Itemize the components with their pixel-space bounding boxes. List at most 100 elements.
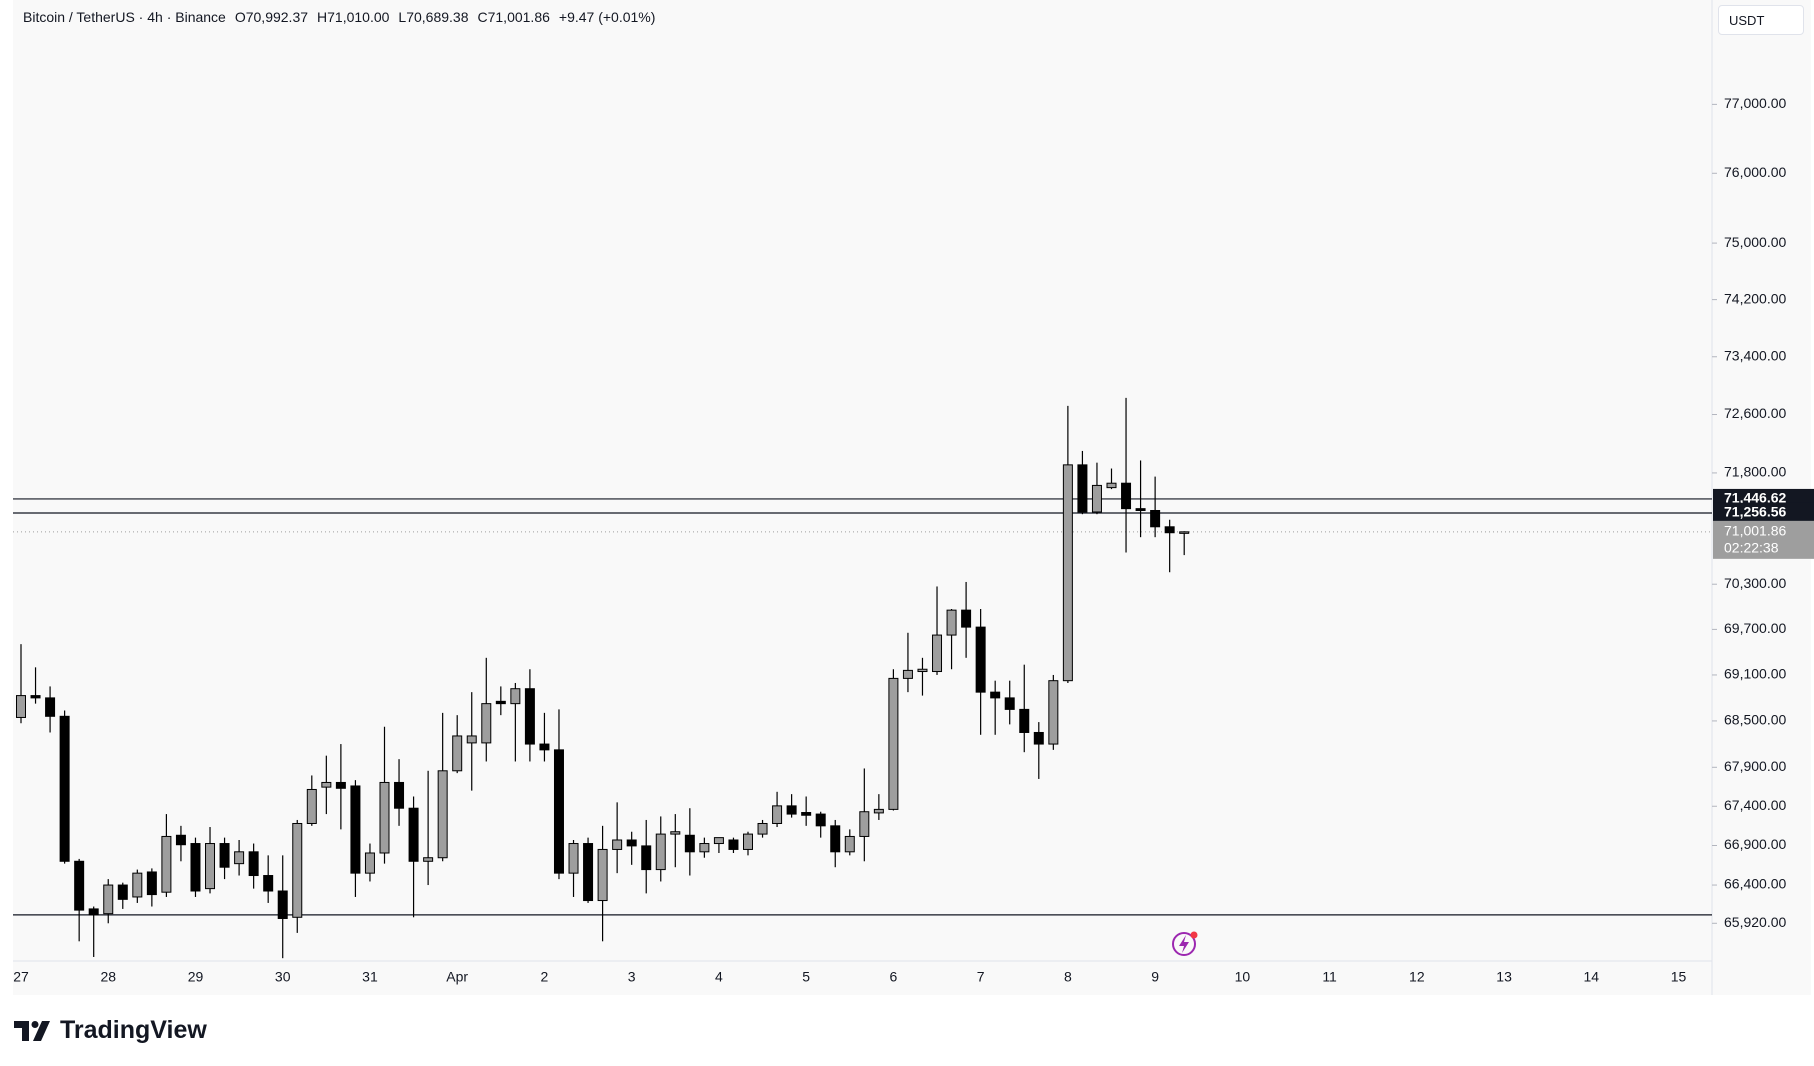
candle-body [117,884,128,900]
alert-icon [1172,931,1198,956]
candle-body [335,781,346,789]
candle-body [1019,708,1030,733]
candle-body [961,609,972,628]
candle-body [873,808,884,814]
candle-body [1033,731,1044,745]
candle-body [481,703,492,744]
candle-body [408,807,419,862]
y-tick-label: 77,000.00 [1724,95,1786,111]
x-tick-label: 30 [275,969,291,985]
candle-body [306,788,317,824]
candle-body [1091,484,1102,513]
candle-body [888,677,899,810]
candle-body [1179,531,1190,534]
y-tick-label: 68,500.00 [1724,712,1786,728]
candle-body [350,785,361,874]
x-tick-label: 3 [628,969,636,985]
candle-body [161,835,172,893]
y-tick-label: 67,400.00 [1724,797,1786,813]
candle-body [786,805,797,815]
x-tick-label: 11 [1322,969,1337,985]
ohlc-change: +9.47 (+0.01%) [558,9,656,25]
x-tick-label: 27 [13,969,29,985]
candle-body [670,831,681,835]
y-tick-label: 70,300.00 [1724,575,1786,591]
candle-body [175,834,186,846]
candle-body [757,822,768,835]
chart-bg [13,0,1811,995]
candle-body [612,839,623,850]
currency-button[interactable]: USDT [1718,5,1804,35]
price-label-box [1713,502,1814,523]
candle-body [16,695,26,718]
candle-body [146,871,157,896]
symbol[interactable]: Bitcoin / TetherUS · 4h · Binance [23,9,226,25]
candle-body [234,851,245,865]
ohlc-close: C71,001.86 [477,9,550,25]
x-tick-label: 31 [362,969,378,985]
x-tick-label: 2 [541,969,549,985]
logo-icon [14,1020,50,1041]
y-tick-label: 72,600.00 [1724,405,1786,421]
candle-body [263,875,274,892]
ohlc-low: L70,689.38 [398,9,469,25]
candle-body [684,834,695,853]
candle-body [801,812,812,816]
candle-body [1004,697,1015,710]
candle-body [830,825,841,853]
x-tick-label: 4 [715,969,723,985]
candle-body [844,835,855,853]
candle-body [902,669,913,679]
x-tick-label: 13 [1496,969,1512,985]
candle-body [728,839,739,850]
candle-body [743,833,753,850]
candle-body [30,695,41,699]
candle-body [205,843,216,890]
candle-body [859,811,870,837]
y-tick-label: 75,000.00 [1724,234,1786,250]
y-tick-label: 67,900.00 [1724,758,1786,774]
candle-body [59,715,70,862]
brand: TradingView [60,1016,207,1044]
x-tick-label: 8 [1064,969,1072,985]
candle-body [132,872,143,898]
candle-body [641,845,652,871]
y-tick-label: 71,800.00 [1724,464,1786,480]
candle-body [248,851,259,877]
last-price-label: 71,001.86 [1724,523,1786,539]
y-tick-label: 69,100.00 [1724,666,1786,682]
candle-body [946,609,957,636]
x-tick-label: 10 [1235,969,1251,985]
candle-body [699,843,710,853]
candle-body [466,735,477,744]
x-tick-label: 12 [1409,969,1425,985]
y-tick-label: 69,700.00 [1724,620,1786,636]
candle-body [917,668,928,673]
candle-body [990,691,1001,699]
candle-body [88,908,99,916]
candle-body [45,697,56,717]
candle-body [583,843,594,902]
y-tick-label: 66,900.00 [1724,836,1786,852]
ohlc-open: O70,992.37 [234,9,309,25]
candle-body [364,852,375,874]
x-tick-label: 28 [100,969,116,985]
price-label: 71,446.62 [1724,490,1786,506]
candle-body [568,843,579,874]
logo[interactable]: TradingView [14,1016,207,1045]
y-tick-label: 74,200.00 [1724,290,1786,306]
x-tick-label: 6 [890,969,898,985]
candle-body [1121,482,1132,510]
y-tick-label: 76,000.00 [1724,164,1786,180]
candle-body [1062,464,1073,682]
candle-body [772,805,783,824]
countdown: 02:22:38 [1724,540,1779,556]
candle-body [219,843,230,868]
candle-body [103,884,114,915]
candle-body [975,626,986,693]
candle-body [626,839,637,847]
candle-body [553,749,564,874]
candle-body [1164,526,1175,534]
